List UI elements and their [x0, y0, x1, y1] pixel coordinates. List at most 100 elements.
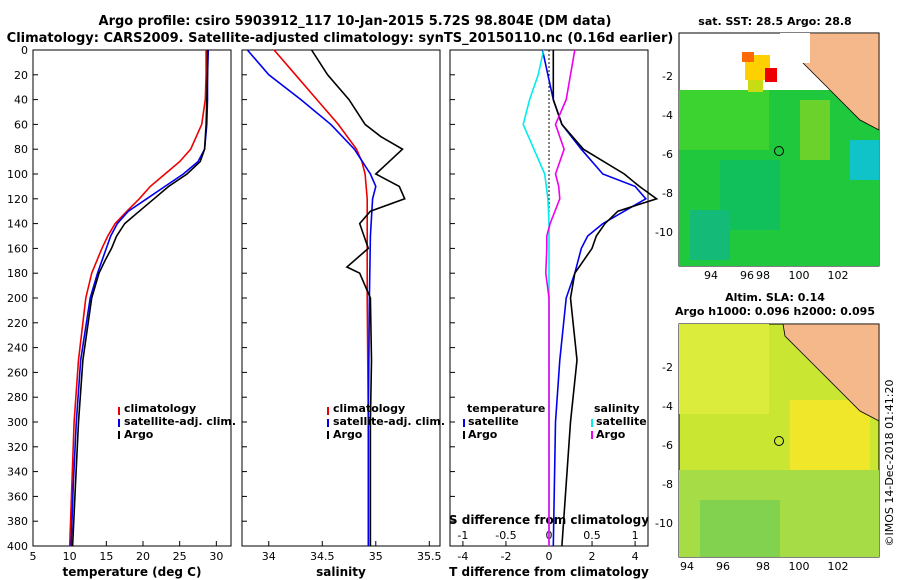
salinity-series [246, 49, 406, 546]
legend-label: Argo [468, 428, 498, 441]
sst-field-patch [850, 140, 879, 180]
y-tick-label: 120 [7, 193, 28, 206]
figure-title-line1: Argo profile: csiro 5903912_117 10-Jan-2… [99, 14, 612, 29]
sla-ytick: -8 [662, 478, 673, 491]
x2-tick-label: -1 [457, 529, 468, 542]
series-line-satellite-adj-clim- [246, 49, 377, 546]
sla-ytick: -6 [662, 439, 673, 452]
x-tick-label: 5 [30, 550, 37, 563]
sst-field-patch [690, 210, 730, 260]
y-tick-label: 100 [7, 168, 28, 181]
legend-title: salinity [594, 402, 640, 415]
x-tick-label: 20 [136, 550, 150, 563]
sst-missing-data [780, 33, 810, 63]
legend-label: satellite [468, 415, 519, 428]
x2-tick-label: 1 [632, 529, 639, 542]
salinity-xlabel: salinity [316, 565, 366, 579]
legend-label: climatology [333, 402, 405, 415]
sla-map-title-line2: Argo h1000: 0.096 h2000: 0.095 [675, 305, 875, 318]
x-tick-label: -4 [457, 550, 468, 563]
temperature-series [68, 49, 210, 547]
legend-title: temperature [467, 402, 545, 415]
temperature-legend: climatology satellite-adj. clim. Argo [118, 402, 236, 441]
x-tick-label: 35.5 [417, 550, 442, 563]
difference-salinity-legend: salinity satellite Argo [591, 402, 647, 441]
figure-title-line2: Climatology: CARS2009. Satellite-adjuste… [7, 31, 674, 46]
sst-map-title: sat. SST: 28.5 Argo: 28.8 [698, 15, 851, 28]
y-tick-label: 40 [14, 94, 28, 107]
salinity-legend: climatology satellite-adj. clim. Argo [327, 402, 445, 441]
sst-xtick: 100 [789, 269, 810, 282]
legend-label: satellite [596, 415, 647, 428]
y-tick-label: 200 [7, 292, 28, 305]
legend-label: satellite-adj. clim. [333, 415, 445, 428]
x2-tick-label: -0.5 [495, 529, 516, 542]
difference-xlabel: T difference from climatology [449, 565, 649, 579]
legend-label: satellite-adj. clim. [124, 415, 236, 428]
sla-field-patch [700, 500, 780, 557]
sla-map-title-line1: Altim. SLA: 0.14 [725, 291, 825, 304]
sla-ytick: -2 [662, 361, 673, 374]
x-tick-label: 15 [99, 550, 113, 563]
sla-xtick: 102 [828, 560, 849, 573]
y-tick-label: 220 [7, 317, 28, 330]
sst-ytick: -4 [662, 109, 673, 122]
series-line-climatology [273, 49, 370, 546]
sla-xtick: 100 [789, 560, 810, 573]
x-tick-label: 30 [209, 550, 223, 563]
y-tick-label: 160 [7, 242, 28, 255]
sla-ytick: -10 [655, 517, 673, 530]
y-tick-label: 360 [7, 490, 28, 503]
sst-field-patch [679, 90, 769, 150]
legend-label: climatology [124, 402, 196, 415]
sla-map: 94 96 98 100 102 -2 -4 -6 -8 -10 [655, 323, 880, 573]
y-tick-label: 280 [7, 391, 28, 404]
sst-field-patch [800, 100, 830, 160]
y-tick-label: 320 [7, 441, 28, 454]
series-line-salinity-argo [544, 49, 576, 546]
x-tick-label: 25 [173, 550, 187, 563]
sst-hot-patch [765, 68, 777, 82]
sst-xtick: 94 [704, 269, 718, 282]
sla-argo-position-marker [774, 436, 784, 446]
sla-xtick: 98 [756, 560, 770, 573]
series-line-climatology [68, 50, 207, 547]
x-tick-label: 4 [632, 550, 639, 563]
x-tick-label: 2 [589, 550, 596, 563]
difference-series [522, 49, 659, 547]
sla-land-sumatra [782, 323, 880, 422]
sst-xtick: 102 [828, 269, 849, 282]
sst-warm-patch [748, 80, 763, 92]
temperature-xlabel: temperature (deg C) [63, 565, 202, 579]
x-tick-label: 10 [63, 550, 77, 563]
sst-ytick: -8 [662, 187, 673, 200]
y-tick-label: 300 [7, 416, 28, 429]
series-line-argo [310, 49, 406, 546]
x2-tick-label: 0.5 [583, 529, 601, 542]
sst-xtick: 98 [756, 269, 770, 282]
sst-warm-patch [742, 52, 754, 62]
salinity-axis-ticks: 34 34.5 35 35.5 [262, 541, 442, 563]
sst-ytick: -2 [662, 70, 673, 83]
sla-field-patch [679, 324, 769, 414]
legend-label: Argo [333, 428, 363, 441]
depth-axis-ticks: 0 20 40 60 80 100 120 140 160 180 200 220 240 260 280 3… [7, 44, 455, 553]
sla-xtick: 96 [716, 560, 730, 573]
salinity-panel [241, 49, 441, 547]
x-tick-label: 34 [262, 550, 276, 563]
y-tick-label: 340 [7, 466, 28, 479]
y-tick-label: 20 [14, 69, 28, 82]
legend-label: Argo [596, 428, 626, 441]
y-tick-label: 80 [14, 143, 28, 156]
sst-xtick: 96 [740, 269, 754, 282]
series-line-temperature-argo [552, 50, 659, 547]
x-tick-label: 35 [369, 550, 383, 563]
y-tick-label: 380 [7, 515, 28, 528]
legend-label: Argo [124, 428, 154, 441]
sla-xtick: 94 [680, 560, 694, 573]
y-tick-label: 260 [7, 366, 28, 379]
y-tick-label: 240 [7, 342, 28, 355]
series-line-argo [71, 50, 209, 547]
x-tick-label: 0 [546, 550, 553, 563]
